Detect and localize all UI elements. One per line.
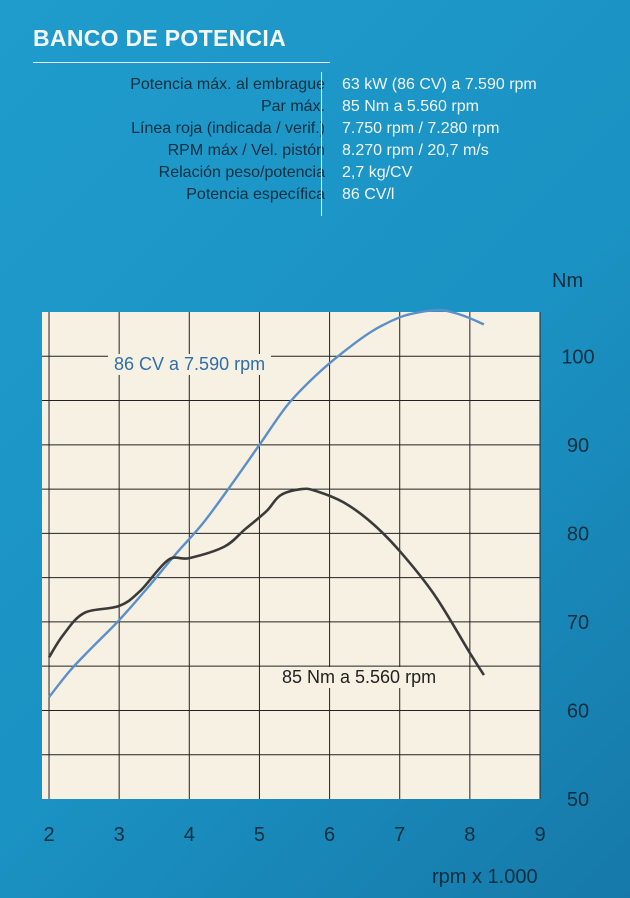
x-tick-label: 6: [324, 824, 335, 846]
spec-label: Par máx.: [260, 98, 325, 115]
y-axis-ticks: 50 60 70 80 90 100: [561, 346, 594, 811]
y-tick-label: 60: [567, 700, 589, 722]
x-tick-label: 2: [43, 824, 54, 846]
spec-value: 86 CV/l: [342, 186, 395, 203]
spec-row: Potencia máx. al embrague 63 kW (86 CV) …: [40, 74, 600, 96]
title-underline: [33, 62, 330, 63]
spec-label: Relación peso/potencia: [158, 164, 325, 181]
x-axis-label: rpm x 1.000: [432, 866, 538, 888]
y-tick-label: 80: [567, 523, 589, 545]
page-title: BANCO DE POTENCIA: [33, 25, 287, 51]
spec-value: 85 Nm a 5.560 rpm: [342, 98, 479, 115]
spec-row: Línea roja (indicada / verif.) 7.750 rpm…: [40, 118, 600, 140]
y-axis-unit: Nm: [552, 270, 584, 292]
spec-value: 7.750 rpm / 7.280 rpm: [342, 120, 500, 137]
spec-label: RPM máx / Vel. pistón: [167, 142, 325, 159]
x-tick-label: 7: [394, 824, 405, 846]
y-tick-label: 100: [561, 346, 594, 368]
x-tick-label: 8: [464, 824, 475, 846]
spec-divider: [321, 72, 322, 216]
spec-row: Par máx. 85 Nm a 5.560 rpm: [40, 96, 600, 118]
spec-label: Línea roja (indicada / verif.): [131, 120, 325, 137]
y-tick-label: 50: [567, 789, 589, 811]
spec-label: Potencia máx. al embrague: [130, 76, 325, 93]
x-tick-label: 4: [184, 824, 195, 846]
x-tick-label: 3: [114, 824, 125, 846]
x-tick-label: 9: [534, 824, 545, 846]
spec-row: RPM máx / Vel. pistón 8.270 rpm / 20,7 m…: [40, 140, 600, 162]
spec-row: Potencia específica 86 CV/l: [40, 184, 600, 206]
spec-value: 63 kW (86 CV) a 7.590 rpm: [342, 76, 537, 93]
torque-curve: [47, 487, 485, 676]
spec-value: 2,7 kg/CV: [342, 164, 413, 181]
x-axis-ticks: 2 3 4 5 6 7 8 9: [43, 824, 545, 846]
spec-row: Relación peso/potencia 2,7 kg/CV: [40, 162, 600, 184]
power-curve: [48, 308, 485, 698]
y-tick-label: 90: [567, 435, 589, 457]
spec-value: 8.270 rpm / 20,7 m/s: [342, 142, 489, 159]
plot-area: [42, 312, 540, 799]
y-tick-label: 70: [567, 612, 589, 634]
x-tick-label: 5: [254, 824, 265, 846]
spec-label: Potencia específica: [186, 186, 325, 203]
spec-table: Potencia máx. al embrague 63 kW (86 CV) …: [40, 74, 600, 206]
power-annotation: 86 CV a 7.590 rpm: [108, 354, 272, 375]
torque-annotation: 85 Nm a 5.560 rpm: [276, 667, 443, 688]
